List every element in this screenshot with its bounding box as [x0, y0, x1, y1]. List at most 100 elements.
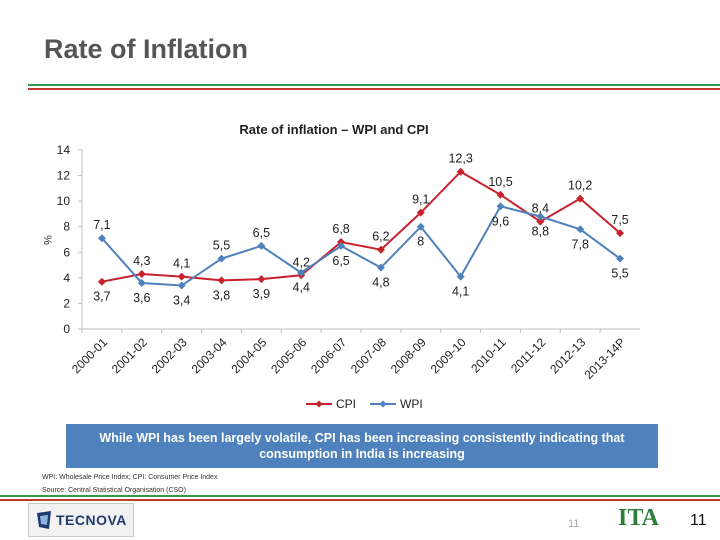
chart-legend: CPI WPI	[306, 397, 423, 411]
wpi-data-label: 7,1	[93, 218, 110, 232]
cpi-marker	[177, 272, 186, 281]
y-tick-label: 12	[57, 169, 71, 183]
wpi-data-label: 7,8	[572, 237, 589, 251]
footnote-abbreviations: WPI: Wholesale Price Index; CPI: Consume…	[42, 474, 218, 481]
title-rule-green	[28, 84, 720, 86]
cpi-marker	[416, 208, 425, 217]
cpi-marker	[456, 167, 465, 176]
x-tick-label: 2002-03	[149, 335, 190, 376]
cpi-line	[101, 170, 621, 283]
cpi-marker	[257, 275, 266, 284]
y-tick-label: 4	[63, 271, 70, 285]
cpi-marker	[376, 245, 385, 254]
series-layer: 3,7 4,3 4,1 3,8 3,9 4,2 6,8 6,2 9,1 12,3 10,5 8,4 10…	[93, 152, 629, 308]
wpi-marker	[456, 272, 465, 281]
wpi-data-label: 6,5	[253, 226, 270, 240]
tecnova-logo-text: TECNOVA	[56, 512, 127, 528]
cpi-data-label: 4,3	[133, 254, 150, 268]
y-tick-label: 2	[63, 296, 70, 310]
cpi-data-label: 4,1	[173, 257, 190, 271]
wpi-data-label: 9,6	[492, 214, 509, 228]
cpi-marker	[496, 190, 505, 199]
wpi-data-label: 8	[417, 235, 424, 249]
wpi-data-label: 3,6	[133, 291, 150, 305]
inflation-line-chart: Rate of inflation – WPI and CPI % 0 2 4 6 8 1…	[41, 122, 640, 411]
cpi-data-label: 6,8	[332, 222, 349, 236]
x-tick-label: 2000-01	[69, 335, 110, 376]
x-tick-label: 2007-08	[348, 335, 389, 376]
y-axis-ticks: 0 2 4 6 8 10 12 14	[57, 143, 82, 336]
wpi-marker	[536, 212, 545, 221]
wpi-marker	[177, 281, 186, 290]
cpi-data-label: 4,2	[293, 255, 310, 269]
ita-logo-text: ITA	[618, 505, 659, 531]
wpi-marker	[217, 254, 226, 263]
y-tick-label: 6	[63, 245, 70, 259]
x-tick-label: 2009-10	[428, 335, 469, 376]
x-tick-label: 2004-05	[228, 335, 269, 376]
cpi-data-label: 3,9	[253, 287, 270, 301]
cpi-marker	[137, 270, 146, 279]
y-tick-label: 8	[63, 220, 70, 234]
page-number: 11	[690, 512, 707, 529]
x-tick-label: 2011-12	[508, 335, 549, 376]
slide-title: Rate of Inflation	[44, 34, 248, 64]
tecnova-logo: TECNOVA	[28, 503, 134, 537]
wpi-data-label: 8,8	[532, 224, 549, 238]
footnote-source: Source: Central Statistical Organisation…	[42, 487, 186, 494]
footer-rule-green	[0, 495, 720, 497]
cpi-data-label: 7,5	[611, 213, 628, 227]
wpi-marker	[97, 234, 106, 243]
wpi-marker	[416, 222, 425, 231]
wpi-marker	[496, 202, 505, 211]
footer-rule-red	[0, 499, 720, 501]
page-number-faint: 11	[568, 518, 580, 530]
cpi-data-label: 6,2	[372, 230, 389, 244]
y-tick-label: 10	[57, 194, 71, 208]
tecnova-logo-mark	[37, 511, 51, 529]
legend-wpi-swatch-marker	[379, 400, 387, 408]
title-rule-red	[28, 88, 720, 90]
x-tick-label: 2013-14P	[581, 335, 628, 382]
wpi-marker	[297, 268, 306, 277]
y-tick-label: 0	[63, 322, 70, 336]
cpi-marker	[536, 217, 545, 226]
wpi-data-label: 4,1	[452, 285, 469, 299]
cpi-marker	[97, 277, 106, 286]
wpi-data-label: 4,4	[293, 281, 310, 295]
y-axis-label: %	[41, 235, 53, 245]
wpi-marker	[337, 241, 346, 250]
x-tick-label: 2010-11	[468, 335, 509, 376]
wpi-marker	[257, 241, 266, 250]
cpi-data-label: 9,1	[412, 193, 429, 207]
cpi-data-label: 3,8	[213, 288, 230, 302]
wpi-data-label: 3,4	[173, 294, 190, 308]
x-tick-label: 2008-09	[388, 335, 429, 376]
chart-title: Rate of inflation – WPI and CPI	[239, 122, 428, 137]
wpi-line	[101, 205, 621, 287]
ita-logo: ITA	[618, 505, 680, 537]
x-tick-label: 2003-04	[189, 335, 230, 376]
legend-cpi-label: CPI	[336, 397, 356, 411]
cpi-data-label: 10,2	[568, 179, 592, 193]
cpi-marker	[217, 276, 226, 285]
wpi-marker	[576, 225, 585, 234]
cpi-marker	[616, 229, 625, 238]
cpi-marker	[576, 194, 585, 203]
wpi-data-label: 6,5	[332, 254, 349, 268]
wpi-data-label: 5,5	[213, 239, 230, 253]
callout-box: While WPI has been largely volatile, CPI…	[66, 424, 658, 468]
cpi-data-label: 3,7	[93, 290, 110, 304]
wpi-data-label: 4,8	[372, 276, 389, 290]
y-tick-label: 14	[57, 143, 71, 157]
wpi-marker	[376, 263, 385, 272]
x-tick-label: 2006-07	[308, 335, 349, 376]
wpi-marker	[616, 254, 625, 263]
cpi-data-label: 12,3	[448, 152, 472, 166]
cpi-data-label: 8,4	[532, 202, 549, 216]
wpi-marker	[137, 278, 146, 287]
x-tick-label: 2005-06	[268, 335, 309, 376]
x-tick-label: 2001-02	[109, 335, 150, 376]
x-axis-ticks: 2000-012001-022002-032003-042004-052005-…	[69, 329, 628, 382]
legend-cpi-swatch-marker	[315, 400, 323, 408]
